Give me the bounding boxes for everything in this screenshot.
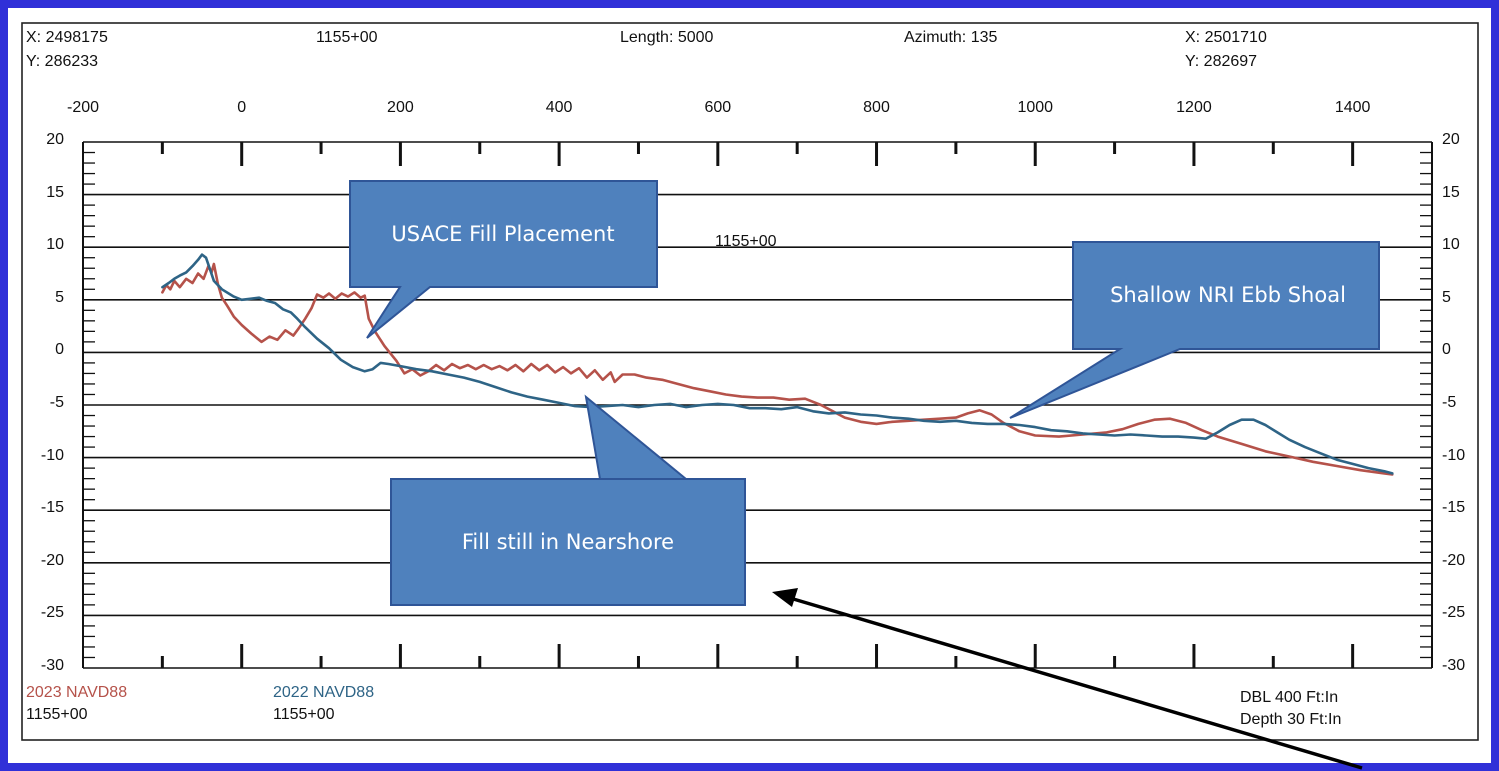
callout-nearshore-text: Fill still in Nearshore — [461, 529, 675, 554]
x-tick-label: 1400 — [1334, 99, 1371, 116]
y-tick-label-right: -25 — [1442, 604, 1466, 622]
inner-station-label: 1155+00 — [715, 233, 777, 250]
legend-2023-station: 1155+00 — [26, 706, 88, 723]
y-tick-label-right: -5 — [1442, 394, 1457, 411]
y-tick-label-right: -15 — [1442, 499, 1466, 517]
callout-fill-still-in-nearshore — [390, 394, 746, 606]
y-tick-label-left: -30 — [40, 657, 64, 674]
station-header-label: 1155+00 — [316, 29, 378, 46]
azimuth-label: Azimuth: 135 — [904, 29, 998, 46]
callout-nri-text: Shallow NRI Ebb Shoal — [1110, 282, 1346, 307]
legend-2022-name: 2022 NAVD88 — [273, 684, 375, 701]
legend-2023-name: 2023 NAVD88 — [26, 684, 128, 701]
y-tick-label-left: 20 — [46, 131, 64, 148]
end-y-label: Y: 282697 — [1185, 53, 1258, 70]
length-label: Length: 5000 — [620, 29, 714, 46]
start-x-label: X: 2498175 — [26, 29, 108, 46]
series-lines — [161, 253, 1394, 476]
x-tick-label: -200 — [66, 99, 100, 116]
y-tick-label-right: 20 — [1442, 131, 1460, 148]
x-tick-label: 200 — [387, 99, 414, 116]
chart-frame — [21, 22, 1479, 741]
x-tick-label: 600 — [704, 99, 732, 116]
start-y-label: Y: 286233 — [26, 53, 99, 70]
callout-usace-text: USACE Fill Placement — [391, 221, 615, 246]
y-tick-label-left: -20 — [40, 551, 64, 569]
y-tick-label-right: 15 — [1442, 183, 1460, 201]
x-tick-label: 800 — [863, 99, 890, 116]
y-tick-label-left: -25 — [40, 604, 64, 622]
y-tick-label-right: 10 — [1442, 236, 1460, 254]
ticks — [83, 142, 1432, 668]
y-tick-label-left: -15 — [40, 499, 64, 517]
end-x-label: X: 2501710 — [1185, 29, 1267, 46]
y-tick-label-right: -30 — [1442, 657, 1466, 674]
y-tick-label-right: -20 — [1442, 551, 1466, 569]
callout-shallow-nri-ebb-shoal — [1009, 241, 1380, 419]
y-tick-label-left: 0 — [55, 341, 64, 359]
y-tick-label-left: 10 — [46, 236, 64, 254]
y-tick-label-left: 15 — [46, 183, 64, 201]
depth-scale-label: Depth 30 Ft:In — [1240, 711, 1342, 728]
series-line-2022-navd88 — [161, 253, 1394, 475]
pointer-arrow-head — [772, 588, 798, 607]
gridlines — [83, 141, 1432, 669]
y-tick-label-right: -10 — [1442, 446, 1466, 464]
y-tick-label-right: 5 — [1442, 288, 1451, 306]
series-line-2023-navd88 — [161, 262, 1394, 476]
x-tick-label: 1000 — [1017, 99, 1054, 116]
callout-usace-fill-placement — [349, 180, 658, 339]
pointer-arrow-shaft — [789, 596, 1363, 770]
x-tick-label: 0 — [237, 99, 247, 116]
x-tick-label: 400 — [545, 99, 573, 116]
y-tick-label-left: -5 — [49, 394, 64, 411]
y-tick-label-left: -10 — [40, 446, 64, 464]
dbl-scale-label: DBL 400 Ft:In — [1240, 689, 1339, 706]
x-tick-label: 1200 — [1176, 99, 1212, 116]
y-tick-label-left: 5 — [55, 288, 64, 306]
y-tick-label-right: 0 — [1442, 341, 1451, 359]
legend-2022-station: 1155+00 — [273, 706, 335, 723]
